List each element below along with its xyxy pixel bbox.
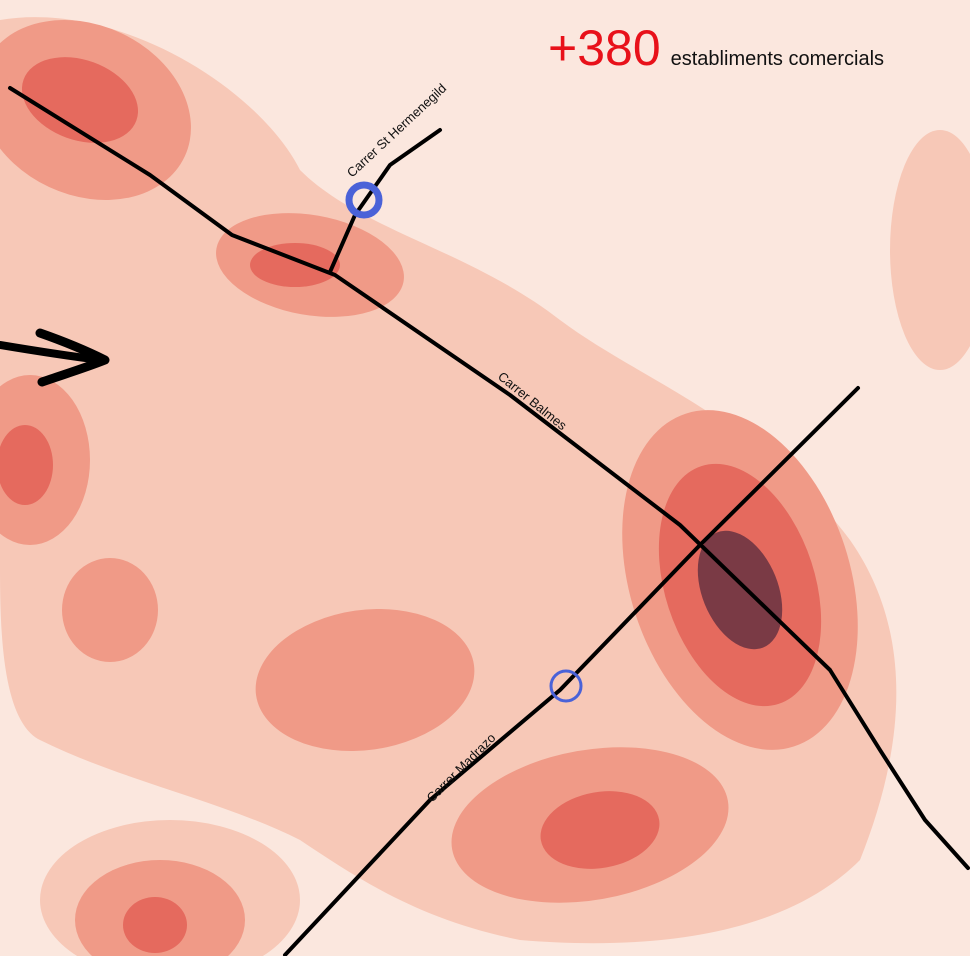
headline-count: +380 <box>548 20 661 76</box>
street-madrazo-line <box>283 386 860 956</box>
headline-label: establiments comercials <box>670 48 885 70</box>
arrow-right-icon <box>0 328 110 387</box>
street-balmes-line <box>8 86 970 870</box>
marker-hermenegild[interactable] <box>345 181 383 219</box>
headline: +380 establiments comercials <box>548 18 884 78</box>
marker-madrazo[interactable] <box>549 669 583 703</box>
